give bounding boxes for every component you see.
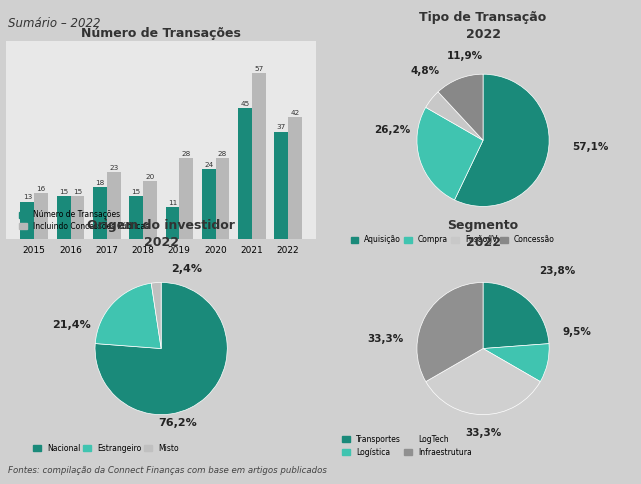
Text: 15: 15 <box>73 189 82 195</box>
Bar <box>215 158 229 240</box>
Text: Sumário – 2022: Sumário – 2022 <box>8 17 100 30</box>
Bar <box>252 73 265 240</box>
Wedge shape <box>96 283 161 348</box>
Text: 11,9%: 11,9% <box>447 51 483 60</box>
Wedge shape <box>95 283 228 415</box>
Text: 76,2%: 76,2% <box>158 418 197 427</box>
Bar <box>165 207 179 240</box>
Wedge shape <box>454 74 549 206</box>
Text: 45: 45 <box>240 101 249 107</box>
Legend: Aquisição, Compra, Fusão/JV, Concessão: Aquisição, Compra, Fusão/JV, Concessão <box>347 232 558 247</box>
Wedge shape <box>483 344 549 381</box>
Bar <box>57 196 71 240</box>
Bar <box>129 196 143 240</box>
Bar <box>179 158 193 240</box>
Text: 57,1%: 57,1% <box>572 142 609 152</box>
Text: 2,4%: 2,4% <box>171 264 202 274</box>
Title: Tipo de Transação
2022: Tipo de Transação 2022 <box>419 11 547 41</box>
Text: 13: 13 <box>22 195 32 200</box>
Wedge shape <box>483 283 549 348</box>
Legend: Número de Transações, Incluindo Concessões Públicas: Número de Transações, Incluindo Concessõ… <box>17 207 153 234</box>
Text: 28: 28 <box>181 151 191 157</box>
Text: 26,2%: 26,2% <box>374 125 410 136</box>
Text: 16: 16 <box>37 186 46 192</box>
Text: 11: 11 <box>168 200 177 206</box>
Title: Origem do investidor
2022: Origem do investidor 2022 <box>87 219 235 249</box>
Wedge shape <box>426 348 540 415</box>
Text: 15: 15 <box>59 189 68 195</box>
Text: 21,4%: 21,4% <box>52 320 91 331</box>
Wedge shape <box>417 283 483 381</box>
Title: Segmento
2022: Segmento 2022 <box>447 219 519 249</box>
Text: 57: 57 <box>254 66 263 72</box>
Bar <box>202 169 215 240</box>
Bar <box>238 108 252 240</box>
Title: Número de Transações: Número de Transações <box>81 27 241 40</box>
Text: 33,3%: 33,3% <box>465 428 501 438</box>
Text: 23,8%: 23,8% <box>539 266 576 275</box>
Bar <box>288 117 302 240</box>
Text: 24: 24 <box>204 162 213 168</box>
Bar <box>107 172 121 240</box>
Text: Fontes: compilação da Connect Finanças com base em artigos publicados: Fontes: compilação da Connect Finanças c… <box>8 466 326 475</box>
Bar <box>143 181 157 240</box>
Legend: Transportes, Logística, LogTech, Infraestrutura: Transportes, Logística, LogTech, Infraes… <box>339 432 474 460</box>
Bar <box>71 196 85 240</box>
Wedge shape <box>151 283 161 348</box>
Text: 37: 37 <box>276 124 286 130</box>
Text: 15: 15 <box>131 189 141 195</box>
Text: 9,5%: 9,5% <box>562 327 591 337</box>
Text: 4,8%: 4,8% <box>410 66 440 76</box>
Text: 28: 28 <box>218 151 227 157</box>
Bar <box>93 187 107 240</box>
Legend: Nacional, Estrangeiro, Misto: Nacional, Estrangeiro, Misto <box>30 440 182 456</box>
Wedge shape <box>426 92 483 140</box>
Bar <box>21 201 34 240</box>
Text: 23: 23 <box>109 165 119 171</box>
Wedge shape <box>417 107 483 200</box>
Text: 20: 20 <box>146 174 154 180</box>
Text: 18: 18 <box>96 180 104 186</box>
Wedge shape <box>438 74 483 140</box>
Text: 33,3%: 33,3% <box>367 333 404 344</box>
Text: 42: 42 <box>290 110 299 116</box>
Bar <box>34 193 48 240</box>
Bar <box>274 132 288 240</box>
